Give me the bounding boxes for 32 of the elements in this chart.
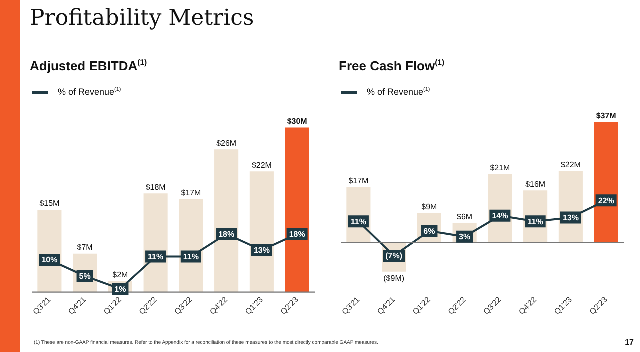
chart-title: Adjusted EBITDA$^{(1)}$: [30, 58, 148, 74]
data-label: $26M: [216, 138, 237, 148]
data-label: $6M: [457, 212, 473, 222]
bar: [250, 172, 274, 292]
data-label: $21M: [490, 164, 511, 173]
data-label: $22M: [252, 160, 272, 170]
data-label: $17M: [348, 176, 370, 186]
text: 17: [625, 338, 634, 347]
bar: [179, 199, 204, 292]
legend-label: % of Revenue$^{(1)}$: [58, 87, 122, 97]
data-label: $18M: [146, 182, 166, 192]
data-label: 6%: [424, 226, 436, 236]
bar: [285, 128, 310, 292]
chart-title: Free Cash Flow$^{(1)}$: [339, 58, 445, 74]
bar: [214, 150, 239, 292]
data-label: $15M: [40, 199, 60, 208]
data-label: $9M: [422, 202, 438, 212]
text: Profitability Metrics: [30, 6, 254, 31]
data-label: 1%: [114, 284, 126, 294]
data-label: $2M: [112, 270, 129, 280]
data-label: 5%: [79, 272, 91, 281]
data-label: $16M: [526, 180, 546, 189]
data-label: $22M: [560, 160, 582, 170]
data-label: $7M: [77, 243, 94, 252]
bar: [144, 194, 168, 292]
data-label: $30M: [287, 116, 308, 126]
data-label: ($9M): [384, 274, 405, 284]
data-label: $17M: [181, 188, 202, 198]
bar: [594, 122, 618, 243]
data-label: 3%: [459, 232, 471, 242]
legend-label: % of Revenue$^{(1)}$: [367, 87, 430, 97]
data-label: $37M: [596, 112, 617, 121]
